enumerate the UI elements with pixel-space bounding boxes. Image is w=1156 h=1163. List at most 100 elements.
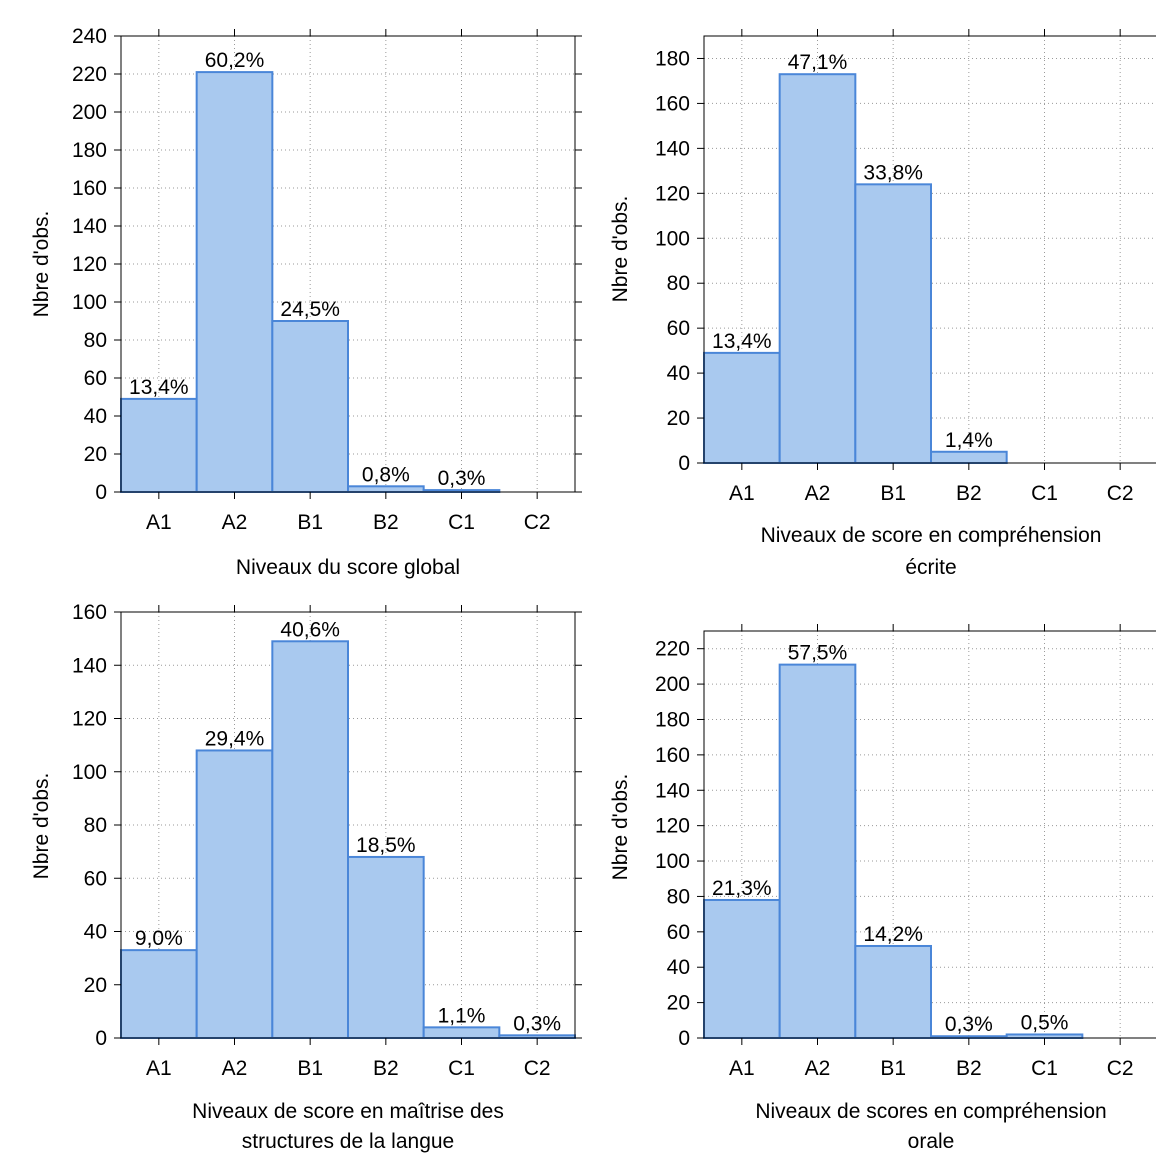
vertical-divider (583, 0, 593, 1158)
y-tick-label: 180 (655, 708, 690, 731)
data-label: 47,1% (788, 51, 848, 74)
x-tick-label: B1 (880, 482, 906, 505)
data-label: 0,5% (1021, 1011, 1069, 1034)
data-label: 21,3% (712, 877, 772, 900)
data-label: 57,5% (788, 642, 848, 665)
x-tick-label: B2 (956, 1057, 982, 1080)
data-label: 0,3% (945, 1013, 993, 1036)
y-tick-label: 20 (667, 407, 690, 430)
chart-2: 13,4% 47,1% 33,8% 1,4% 0 20 40 60 80 100 120 140 160… (609, 29, 1156, 579)
y-tick-label: 0 (678, 1027, 690, 1050)
x-tick-label: C1 (448, 1057, 475, 1080)
y-tick-label: 20 (84, 974, 107, 997)
y-tick-label: 140 (655, 137, 690, 160)
bar-c1 (1005, 1033, 1084, 1039)
x-tick-label: C2 (1107, 482, 1134, 505)
y-tick-label: 20 (84, 443, 107, 466)
y-tick-label: 0 (95, 481, 107, 504)
y-tick-label: 100 (72, 761, 107, 784)
y-tick-label: 80 (667, 885, 690, 908)
x-axis-title: Niveaux de score en compréhension écrite (761, 524, 1102, 579)
x-tick-label: A1 (146, 1057, 172, 1080)
y-tick-label: 120 (72, 253, 107, 276)
bar-a2 (778, 663, 857, 1040)
x-tick-label: A1 (729, 482, 755, 505)
y-tick-label: 60 (667, 317, 690, 340)
x-axis-title: Niveaux de scores en compréhension orale (755, 1100, 1106, 1153)
y-tick-label: 0 (95, 1027, 107, 1050)
y-tick-label: 120 (655, 815, 690, 838)
x-tick-label: C2 (1107, 1057, 1134, 1080)
x-tick-label: B1 (297, 511, 323, 534)
y-tick-label: 100 (655, 850, 690, 873)
y-tick-label: 80 (84, 329, 107, 352)
x-axis-title-line: orale (908, 1130, 955, 1153)
y-tick-label: 140 (655, 779, 690, 802)
x-axis-title-line: structures de la langue (242, 1130, 454, 1153)
bar-a1 (120, 949, 198, 1040)
y-tick-label: 220 (655, 638, 690, 661)
data-label: 0,3% (438, 467, 486, 490)
bar-b2 (347, 485, 425, 493)
y-tick-label: 220 (72, 63, 107, 86)
chart-1: 13,4% 60,2% 24,5% 0,8% 0,3% 0 20 40 60 80 100 120 14… (30, 25, 582, 579)
data-label: 40,6% (280, 618, 340, 641)
y-axis-title: Nbre d'obs. (30, 773, 53, 880)
data-label: 29,4% (205, 727, 265, 750)
y-tick-label: 140 (72, 215, 107, 238)
bar-b2 (347, 855, 425, 1040)
bar-b1 (271, 640, 350, 1039)
y-tick-label: 200 (72, 101, 107, 124)
x-tick-label: B1 (880, 1057, 906, 1080)
data-label: 1,4% (945, 429, 993, 452)
data-label: 0,3% (513, 1012, 561, 1035)
data-label: 33,8% (863, 161, 923, 184)
plot-frame (703, 630, 1156, 1039)
x-tick-label: B2 (956, 482, 982, 505)
data-label: 13,4% (129, 376, 189, 399)
bar-a2 (195, 71, 274, 493)
x-tick-label: A2 (222, 1057, 248, 1080)
y-tick-label: 40 (667, 956, 690, 979)
x-tick-label: C1 (448, 511, 475, 534)
y-tick-label: 80 (84, 814, 107, 837)
y-tick-label: 40 (84, 921, 107, 944)
data-label: 18,5% (356, 834, 416, 857)
x-axis-title-line: Niveaux de scores en compréhension (755, 1100, 1106, 1123)
bar-b2 (930, 450, 1008, 464)
x-axis-title-line: Niveaux de score en maîtrise des (192, 1100, 504, 1123)
data-label: 1,1% (438, 1004, 486, 1027)
bar-a2 (195, 749, 274, 1039)
bar-a1 (120, 397, 198, 493)
data-label: 24,5% (280, 298, 340, 321)
x-tick-label: C1 (1031, 1057, 1058, 1080)
x-tick-label: B2 (373, 1057, 399, 1080)
plot-frame (703, 35, 1156, 464)
y-tick-label: 120 (72, 708, 107, 731)
x-axis-title-line: écrite (905, 556, 956, 579)
bar-a1 (703, 898, 781, 1040)
bar-a1 (703, 351, 781, 464)
y-tick-label: 140 (72, 654, 107, 677)
y-tick-label: 60 (84, 867, 107, 890)
y-tick-label: 100 (72, 291, 107, 314)
x-tick-label: A1 (146, 511, 172, 534)
y-tick-label: 100 (655, 227, 690, 250)
x-tick-label: B2 (373, 511, 399, 534)
y-axis-title: Nbre d'obs. (609, 196, 632, 303)
data-label: 14,2% (863, 923, 923, 946)
y-tick-label: 60 (84, 367, 107, 390)
x-tick-label: C2 (524, 511, 551, 534)
chart-4: 21,3% 57,5% 14,2% 0,3% 0,5% 0 20 40 60 80 100 120 14… (609, 624, 1156, 1153)
y-tick-label: 40 (667, 362, 690, 385)
bar-a2 (778, 73, 857, 464)
y-tick-label: 240 (72, 25, 107, 48)
y-tick-label: 120 (655, 182, 690, 205)
x-tick-label: C2 (524, 1057, 551, 1080)
x-tick-label: A1 (729, 1057, 755, 1080)
y-tick-label: 0 (678, 452, 690, 475)
y-tick-label: 160 (655, 92, 690, 115)
data-label: 13,4% (712, 330, 772, 353)
